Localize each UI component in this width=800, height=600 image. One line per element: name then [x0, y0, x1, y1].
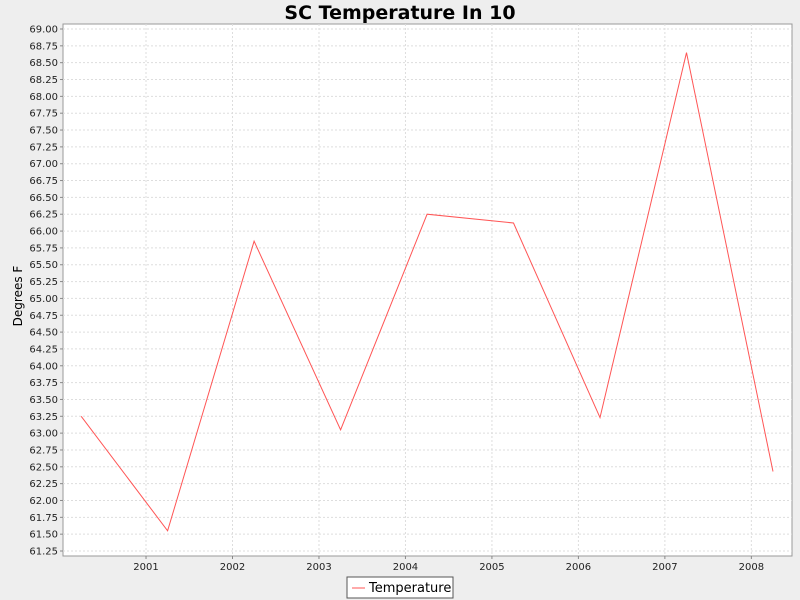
y-tick-label: 61.75: [29, 513, 58, 524]
y-tick-label: 66.75: [29, 176, 58, 187]
x-tick-label: 2005: [479, 562, 504, 573]
x-tick-label: 2008: [739, 562, 764, 573]
y-tick-label: 67.00: [29, 159, 58, 170]
data-point: [425, 212, 430, 217]
y-tick-label: 63.75: [29, 378, 58, 389]
y-axis: 61.25 61.50 61.75 62.00 62.25 62.50 62.75 63.00…: [29, 25, 63, 558]
chart-title: SC Temperature In 10: [284, 2, 515, 24]
series-line-temperature: [80, 52, 774, 532]
y-tick-label: 69.00: [29, 25, 58, 36]
y-tick-label: 61.25: [29, 547, 58, 558]
y-tick-label: 68.25: [29, 75, 58, 86]
x-tick-label: 2002: [220, 562, 245, 573]
y-tick-label: 65.00: [29, 294, 58, 305]
y-tick-label: 65.50: [29, 260, 58, 271]
y-gridlines: [63, 28, 792, 552]
x-axis: 2001 2002 2003 2004 2005 2006 2007 2008: [133, 556, 764, 573]
y-tick-label: 68.00: [29, 92, 58, 103]
y-tick-label: 67.50: [29, 126, 58, 137]
data-point: [770, 469, 775, 474]
x-tick-label: 2003: [306, 562, 331, 573]
data-point: [511, 220, 516, 225]
plot-area: [62, 23, 793, 557]
data-point: [252, 239, 257, 244]
x-tick-label: 2001: [133, 562, 158, 573]
y-tick-label: 64.75: [29, 311, 58, 322]
y-tick-label: 66.25: [29, 210, 58, 221]
y-tick-label: 66.50: [29, 193, 58, 204]
y-tick-label: 65.25: [29, 277, 58, 288]
legend-entry-label: Temperature: [368, 581, 451, 596]
y-tick-label: 63.50: [29, 395, 58, 406]
y-tick-label: 64.25: [29, 344, 58, 355]
y-tick-label: 68.75: [29, 41, 58, 52]
y-tick-label: 62.75: [29, 445, 58, 456]
y-tick-label: 63.25: [29, 412, 58, 423]
y-tick-label: 62.00: [29, 496, 58, 507]
y-axis-label: Degrees F: [11, 266, 25, 327]
data-point: [165, 528, 170, 533]
series-layer: [79, 50, 775, 533]
data-point: [338, 427, 343, 432]
y-tick-label: 62.25: [29, 479, 58, 490]
data-point: [598, 415, 603, 420]
legend-box: [346, 576, 454, 599]
y-tick-label: 68.50: [29, 58, 58, 69]
y-tick-label: 64.00: [29, 361, 58, 372]
x-tick-label: 2007: [652, 562, 677, 573]
y-tick-label: 61.50: [29, 530, 58, 541]
x-tick-label: 2006: [566, 562, 591, 573]
y-tick-label: 63.00: [29, 429, 58, 440]
data-point: [79, 414, 84, 419]
x-gridlines: [145, 24, 752, 556]
data-point: [684, 50, 689, 55]
y-tick-label: 64.50: [29, 328, 58, 339]
x-tick-label: 2004: [393, 562, 418, 573]
y-tick-label: 65.75: [29, 243, 58, 254]
y-tick-label: 62.50: [29, 462, 58, 473]
y-tick-label: 67.75: [29, 109, 58, 120]
y-tick-label: 66.00: [29, 227, 58, 238]
y-tick-label: 67.25: [29, 142, 58, 153]
legend: Temperature: [346, 576, 454, 599]
